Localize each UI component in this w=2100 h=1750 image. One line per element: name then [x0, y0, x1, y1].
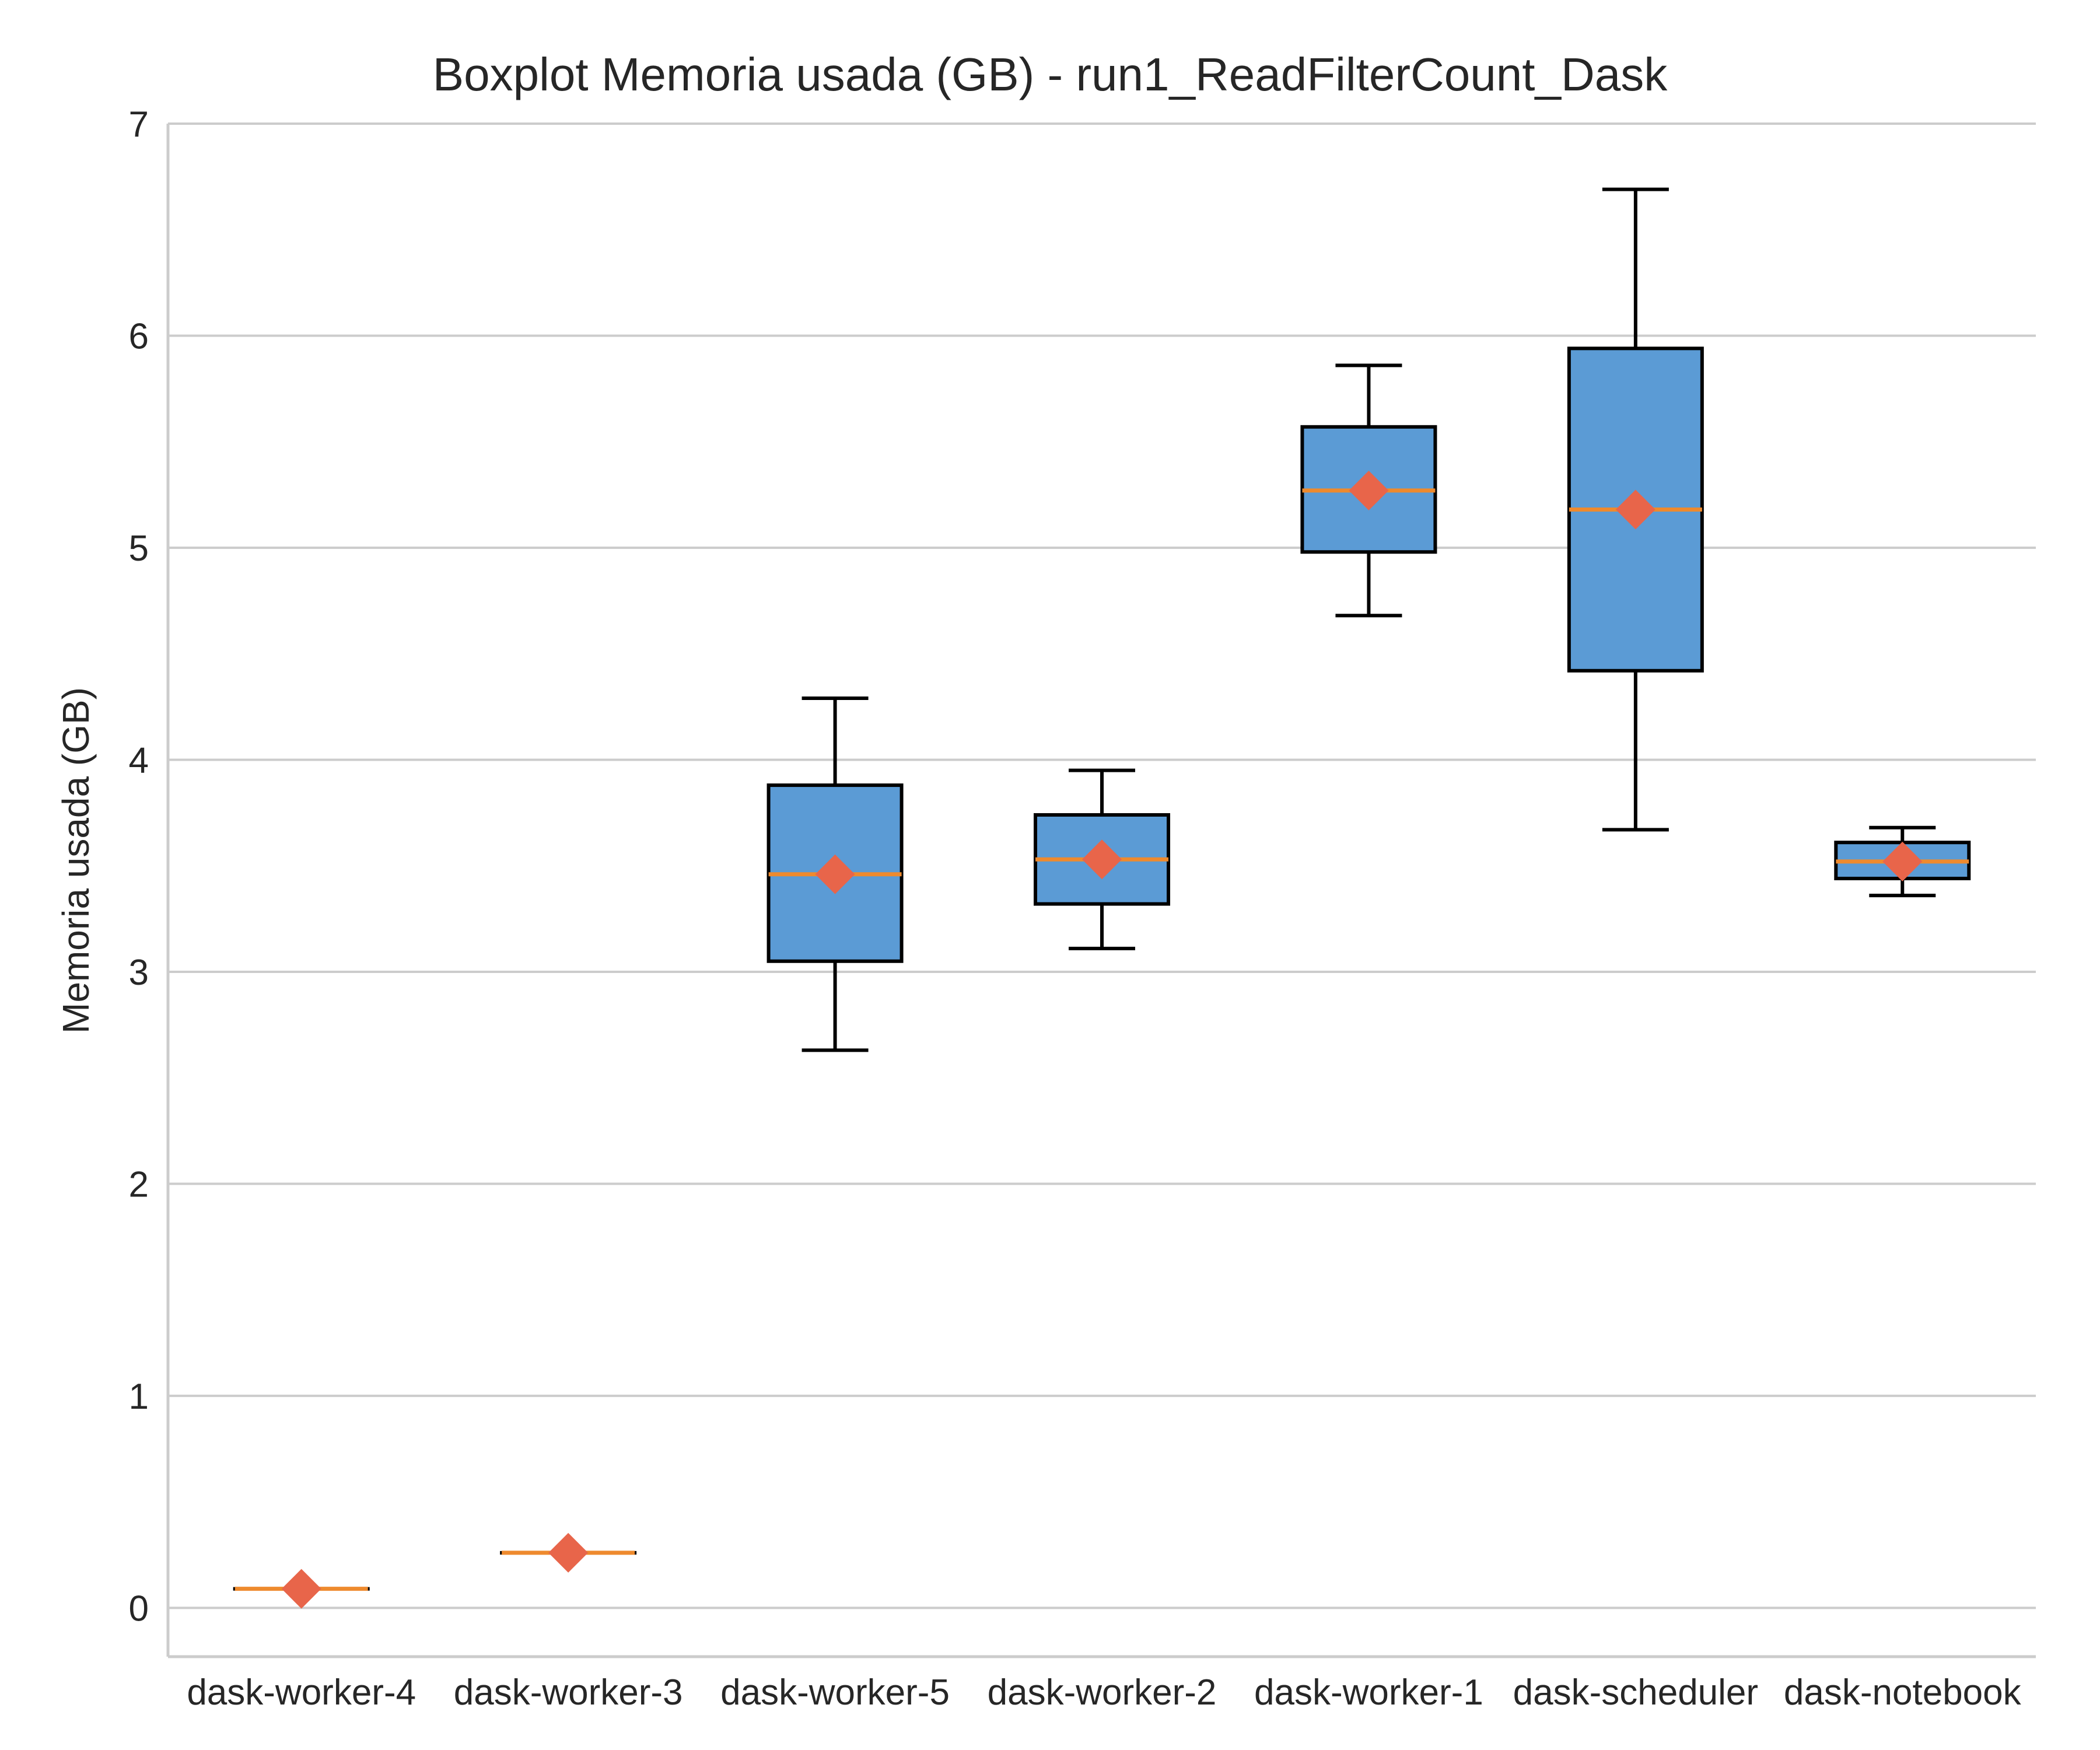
- mean-marker: [1082, 839, 1122, 880]
- x-tick-labels: dask-worker-4 dask-worker-3 dask-worker-5 d…: [187, 1672, 2021, 1713]
- box-dask-worker-1: [1300, 363, 1437, 618]
- y-tick-label: 0: [129, 1588, 149, 1629]
- box-dask-scheduler: [1567, 187, 1704, 832]
- box-dask-worker-3: [500, 1532, 637, 1573]
- box-dask-worker-2: [1034, 768, 1170, 950]
- box-dask-worker-5: [766, 696, 904, 1052]
- mean-marker: [815, 854, 855, 894]
- x-tick-label: dask-worker-2: [988, 1672, 1217, 1713]
- box-dask-notebook: [1834, 825, 1971, 898]
- mean-marker: [1882, 841, 1923, 881]
- box-dask-worker-4: [233, 1569, 370, 1609]
- mean-marker: [548, 1532, 589, 1573]
- x-tick-label: dask-worker-4: [187, 1672, 416, 1713]
- y-tick-label: 4: [129, 740, 149, 780]
- mean-marker: [281, 1569, 321, 1609]
- y-axis-label: Memoria usada (GB): [55, 687, 97, 1034]
- gridlines: [168, 123, 2036, 1609]
- y-tick-labels: 0 1 2 3 4 5 6 7: [129, 104, 149, 1629]
- boxes: [233, 187, 1971, 1609]
- chart-title: Boxplot Memoria usada (GB) - run1_ReadFi…: [433, 48, 1668, 100]
- x-tick-label: dask-notebook: [1784, 1672, 2022, 1713]
- x-tick-label: dask-worker-1: [1254, 1672, 1483, 1713]
- x-tick-label: dask-scheduler: [1513, 1672, 1758, 1713]
- y-tick-label: 7: [129, 104, 149, 145]
- mean-marker: [1615, 489, 1656, 530]
- y-tick-label: 5: [129, 528, 149, 569]
- y-tick-label: 2: [129, 1164, 149, 1205]
- mean-marker: [1349, 470, 1389, 510]
- axes: [166, 124, 2036, 1658]
- y-tick-label: 1: [129, 1377, 149, 1417]
- x-tick-label: dask-worker-3: [454, 1672, 683, 1713]
- x-tick-label: dask-worker-5: [720, 1672, 950, 1713]
- y-tick-label: 6: [129, 316, 149, 356]
- y-tick-label: 3: [129, 953, 149, 993]
